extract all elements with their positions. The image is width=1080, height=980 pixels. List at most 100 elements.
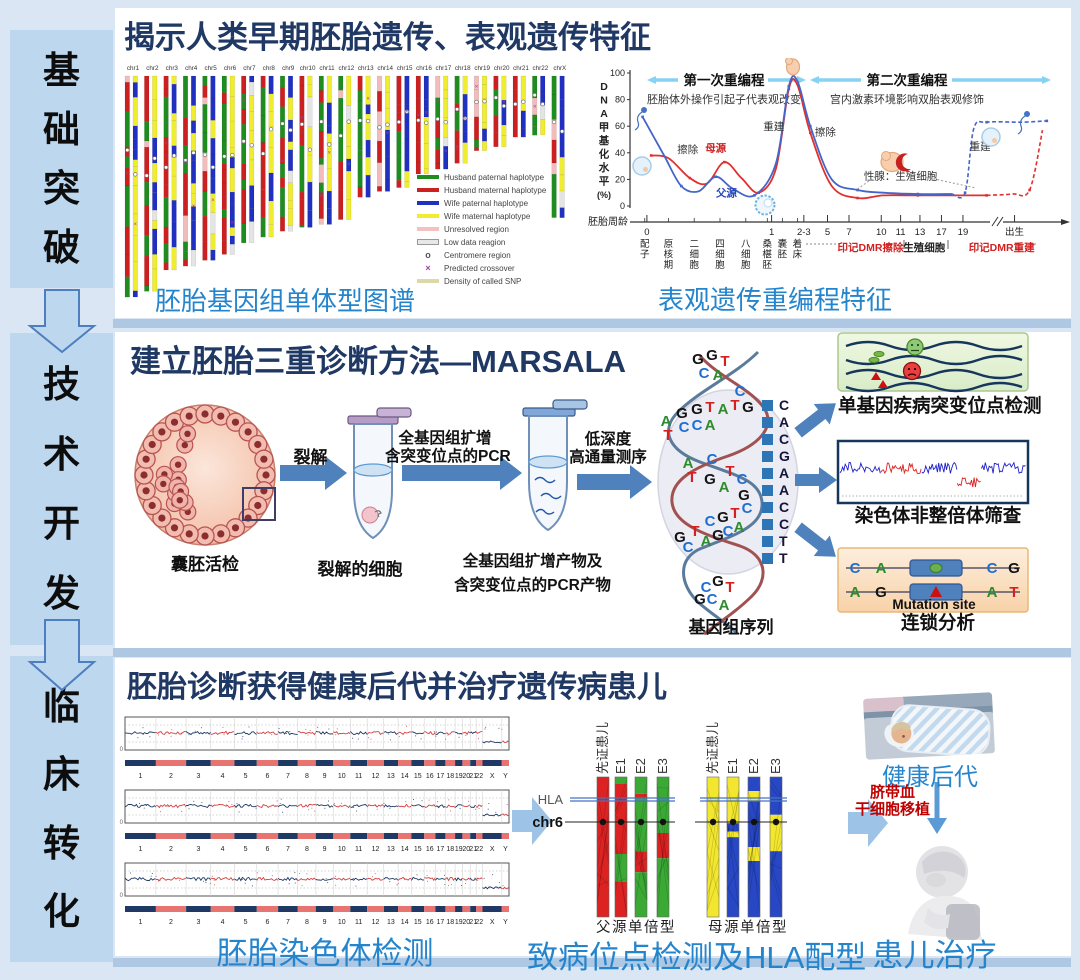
crossover-mark: × bbox=[281, 159, 285, 165]
dna-base-letter: A bbox=[719, 597, 730, 614]
crossover-mark: × bbox=[366, 97, 370, 103]
sidebar-stage-clinical-translation: 临床转化 bbox=[10, 656, 113, 962]
flow-arrow-icon bbox=[794, 403, 836, 438]
phase1-desc: 胚胎体外操作引起子代表观改变 bbox=[647, 92, 801, 106]
crossover-mark: × bbox=[211, 198, 215, 204]
stage-label-char: 期 bbox=[664, 260, 674, 271]
chromosome-label: chr18 bbox=[455, 65, 471, 72]
stage-label-char: 床 bbox=[793, 249, 803, 261]
legend-item: Husband maternal haplotype bbox=[417, 185, 575, 195]
x-tick-label: 出生 bbox=[1005, 226, 1025, 238]
cnv-chrom-number: 9 bbox=[323, 773, 327, 780]
crossover-mark: × bbox=[231, 221, 235, 227]
bottom-span-label: 生殖细胞 bbox=[903, 241, 945, 254]
cnv-chrom-number: 15 bbox=[414, 773, 422, 780]
dna-base-letter: A bbox=[661, 413, 672, 430]
cnv-chrom-number: 20 bbox=[462, 919, 470, 926]
cnv-chrom-number: 9 bbox=[323, 919, 327, 926]
down-arrow-icon bbox=[27, 289, 97, 354]
chromosome-label: chr5 bbox=[204, 65, 217, 72]
legend-swatch bbox=[417, 214, 439, 218]
wga-arrow-label: 全基因组扩增 含突变位点的PCR bbox=[385, 430, 511, 466]
embryo-haplotype-figure: chr1 × × chr2 chr3 × chr4 × × chr5 × chr6 × chr7 × chr8… bbox=[124, 65, 567, 298]
chromosome-label: chr11 bbox=[319, 65, 335, 72]
crossover-mark: × bbox=[328, 151, 332, 157]
flow-arrow-light-icon bbox=[848, 799, 888, 847]
cnv-chrom-number: Y bbox=[503, 773, 508, 780]
cnv-chrom-number: 1 bbox=[139, 919, 143, 926]
genome-dna-helix: G G TC ACT GA G G T AT C C AA CT G TA CGC G T CG TA GC ACC G TG… bbox=[657, 347, 799, 636]
x-axis-label: 胚胎周龄 bbox=[588, 215, 628, 228]
cnv-chrom-number: 7 bbox=[286, 919, 290, 926]
stage-label-char: 胚 bbox=[763, 260, 773, 271]
crossover-mark: × bbox=[463, 116, 467, 122]
legend-swatch bbox=[417, 175, 439, 179]
cnv-chrom-number: 10 bbox=[338, 846, 346, 853]
crossover-mark: × bbox=[134, 222, 138, 228]
cnv-chrom-number: 12 bbox=[372, 919, 380, 926]
cnv-chrom-number: 11 bbox=[355, 919, 362, 926]
cnv-chrom-number: 19 bbox=[455, 919, 463, 926]
cnv-chrom-number: 18 bbox=[446, 919, 454, 926]
y-tick-label: 60 bbox=[615, 121, 625, 131]
cnv-chrom-number: 12 bbox=[372, 773, 380, 780]
mutation-site-label: Mutation site bbox=[892, 597, 976, 612]
stage-character: 开 bbox=[43, 503, 80, 545]
dna-base-letter: G bbox=[692, 351, 704, 368]
haplotype-group-caption: 母源单倍型 bbox=[708, 919, 788, 936]
sequence-letter: T bbox=[779, 550, 788, 566]
legend-label: Predicted crossover bbox=[444, 263, 515, 273]
crossover-mark: × bbox=[184, 160, 188, 166]
cnv-chrom-number: 1 bbox=[139, 846, 143, 853]
chromosome-label: chr10 bbox=[300, 65, 316, 72]
hla-bar-label: E1 bbox=[613, 758, 628, 774]
legend-label: Density of called SNP bbox=[444, 276, 522, 286]
crossover-mark: × bbox=[455, 145, 459, 151]
chromosome-label: chr1 bbox=[127, 65, 140, 72]
sequence-letter: C bbox=[779, 397, 789, 413]
stage-character: 破 bbox=[43, 227, 80, 268]
wga-arrow-label-line2: 含突变位点的PCR bbox=[385, 447, 511, 465]
crossover-mark: × bbox=[164, 141, 168, 147]
section-divider bbox=[113, 648, 1071, 657]
dna-base-letter: G bbox=[742, 399, 754, 416]
dna-base-letter: G bbox=[674, 529, 686, 546]
crossover-mark: × bbox=[320, 193, 324, 199]
crossover-mark: × bbox=[126, 171, 130, 177]
dna-base-letter: C bbox=[735, 383, 746, 400]
cnv-chrom-number: 5 bbox=[244, 846, 248, 853]
dna-base-letter: T bbox=[730, 505, 739, 522]
stage-label-char: 椹 bbox=[763, 250, 773, 261]
cnv-chrom-number: 8 bbox=[305, 846, 309, 853]
wga-arrow-label-line1: 全基因组扩增 bbox=[398, 430, 492, 447]
cnv-chrom-number: 20 bbox=[462, 846, 470, 853]
healthy-smiley-icon bbox=[906, 338, 924, 356]
crossover-mark: × bbox=[425, 111, 429, 117]
haplotype-legend: Husband paternal haplotype Husband matern… bbox=[417, 172, 575, 286]
sequencing-arrow-label-line2: 高通量测序 bbox=[569, 448, 647, 466]
stage-label-char: 细 bbox=[741, 249, 751, 261]
stage-character: 础 bbox=[43, 109, 80, 150]
dna-base-letter: C bbox=[705, 513, 716, 530]
stage-character: 化 bbox=[43, 891, 80, 933]
bottom-span-label: 印记DMR重建 bbox=[969, 241, 1035, 254]
chromosome-label: chr7 bbox=[243, 65, 256, 72]
dna-base-letter: G bbox=[691, 401, 703, 418]
dna-base-letter: G bbox=[717, 509, 729, 526]
cnv-chrom-number: 19 bbox=[455, 846, 463, 853]
dna-base-letter: T bbox=[730, 397, 739, 414]
curve-annotation: 擦除 bbox=[677, 143, 698, 156]
dna-base-letter: G bbox=[738, 487, 750, 504]
cnv-chrom-number: 6 bbox=[265, 846, 269, 853]
tube-amplified-product bbox=[522, 399, 588, 532]
dna-base-letter: G bbox=[706, 347, 718, 364]
stage-label-char: 着 bbox=[793, 238, 803, 250]
flow-arrow-icon bbox=[402, 456, 522, 490]
stage-label-char: 配 bbox=[640, 239, 650, 250]
cnv-chrom-number: 12 bbox=[372, 846, 380, 853]
y-tick-label: 20 bbox=[615, 174, 625, 184]
cnv-chrom-number: 3 bbox=[196, 846, 200, 853]
